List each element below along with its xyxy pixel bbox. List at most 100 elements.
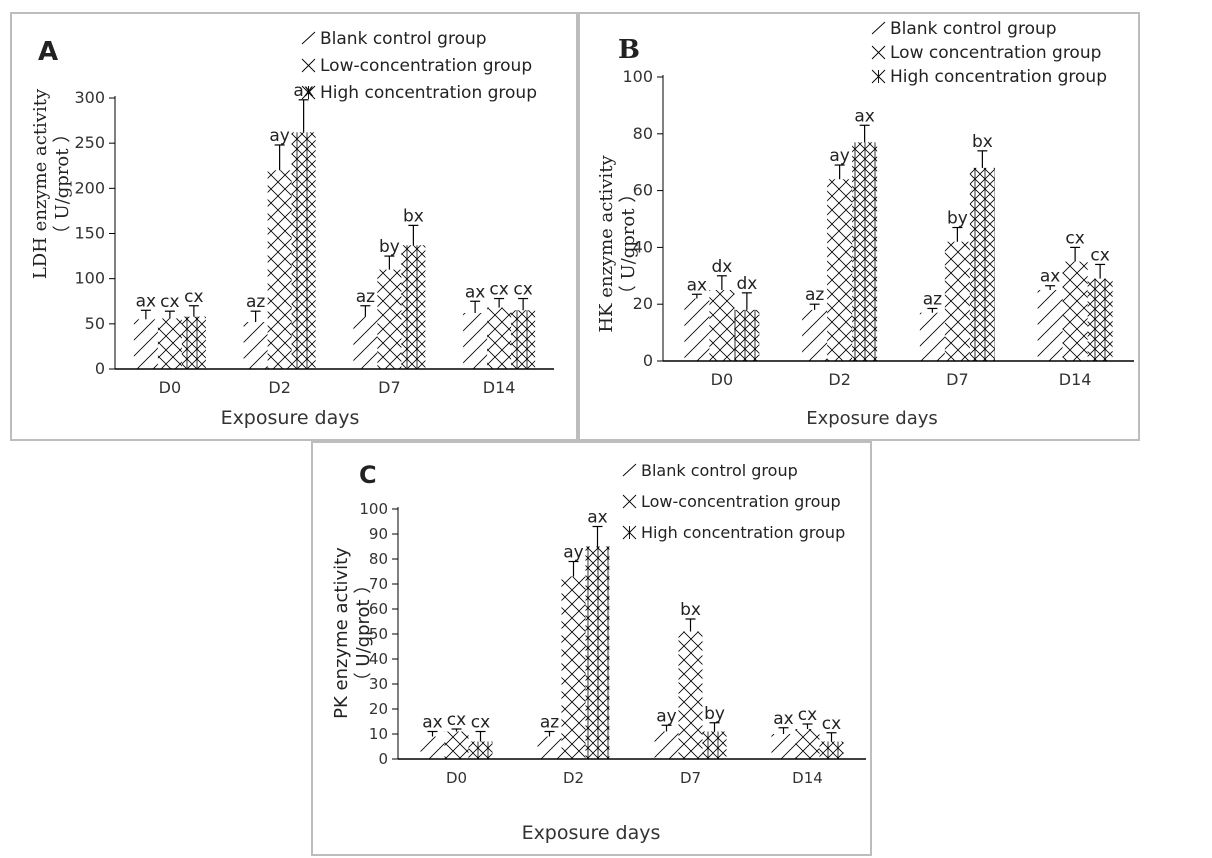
x-tick-label: D2 — [268, 378, 291, 397]
legend-swatch — [871, 69, 886, 84]
significance-label: dx — [736, 274, 757, 294]
x-axis-title: Exposure days — [221, 407, 360, 429]
significance-label: ax — [773, 709, 793, 729]
bar — [537, 736, 562, 759]
significance-label: cx — [1090, 245, 1109, 265]
legend-label: Low-concentration group — [320, 56, 532, 76]
y-tick-label: 0 — [95, 359, 105, 378]
y-tick-label: 50 — [369, 625, 388, 643]
y-tick-label: 40 — [633, 237, 653, 256]
x-axis-title: Exposure days — [522, 822, 661, 844]
legend-label: High concentration group — [890, 67, 1107, 87]
significance-label: cx — [513, 280, 532, 300]
bar — [444, 731, 469, 759]
significance-label: az — [246, 292, 265, 312]
significance-label: cx — [160, 292, 179, 312]
significance-label: az — [805, 285, 824, 305]
bar — [1037, 290, 1063, 361]
bar — [561, 576, 586, 759]
significance-label: cx — [822, 714, 841, 734]
panel-letter: A — [38, 37, 58, 67]
bar — [133, 319, 158, 369]
bar — [243, 322, 268, 369]
x-tick-label: D7 — [378, 378, 401, 397]
significance-label: cx — [798, 705, 817, 725]
legend-label: Blank control group — [641, 461, 798, 480]
significance-label: by — [704, 704, 725, 724]
significance-label: cx — [1065, 228, 1084, 248]
y-axis-unit: （ U/gprot ） — [353, 576, 374, 691]
legend-label: High concentration group — [320, 83, 537, 103]
bar — [852, 142, 878, 361]
significance-label: ay — [563, 543, 583, 563]
bar — [511, 310, 536, 369]
significance-label: by — [379, 237, 400, 257]
x-axis-title: Exposure days — [806, 408, 938, 429]
y-tick-label: 150 — [74, 224, 105, 243]
y-tick-label: 100 — [359, 500, 388, 518]
bar — [468, 741, 493, 759]
chart-panel-c: C 0 10 20 30 40 50 60 70 80 90 100 D0 ax cx cx D2 az ay ax D… — [311, 441, 872, 856]
y-tick-label: 70 — [369, 575, 388, 593]
x-tick-label: D0 — [711, 370, 734, 389]
significance-label: az — [540, 713, 559, 733]
significance-label: cx — [447, 710, 466, 730]
y-tick-label: 40 — [369, 650, 388, 668]
significance-label: ax — [687, 275, 707, 295]
y-tick-label: 100 — [622, 67, 653, 86]
bar — [585, 546, 610, 759]
bar — [291, 132, 316, 369]
significance-label: ay — [829, 146, 849, 166]
chart-b-svg: B020406080100D0axdxdxD2azayaxD7azbybxD14… — [596, 19, 1134, 429]
significance-label: ax — [854, 106, 874, 126]
chart-panel-b: B 0 20 40 60 80 100 D0 ax dx dx D2 az ay ax D7 az by bx D14… — [578, 12, 1140, 441]
significance-label: cx — [184, 287, 203, 307]
x-tick-label: D14 — [1059, 370, 1092, 389]
x-tick-label: D2 — [563, 769, 584, 787]
chart-panel-a: A 0 50 100 150 200 250 300 D0 ax cx cx D2 az ay ax D7 az b… — [10, 12, 578, 441]
bar — [771, 734, 796, 759]
bar — [678, 631, 703, 759]
bar — [709, 290, 735, 361]
x-tick-label: D0 — [159, 378, 182, 397]
significance-label: ay — [656, 706, 676, 726]
bar — [420, 736, 445, 759]
bar — [401, 245, 426, 369]
significance-label: cx — [471, 713, 490, 733]
legend-label: High concentration group — [641, 523, 845, 542]
legend-label: Blank control group — [320, 29, 487, 49]
bar — [463, 312, 488, 369]
x-tick-label: D14 — [483, 378, 516, 397]
y-tick-label: 250 — [74, 133, 105, 152]
y-tick-label: 80 — [369, 550, 388, 568]
bar — [969, 167, 995, 361]
significance-label: az — [356, 287, 375, 307]
significance-label: ax — [422, 713, 442, 733]
bar — [734, 309, 760, 361]
y-tick-label: 100 — [74, 269, 105, 288]
bar — [267, 170, 292, 369]
significance-label: bx — [972, 132, 993, 152]
x-tick-label: D14 — [792, 769, 823, 787]
y-tick-label: 0 — [643, 351, 653, 370]
legend-swatch — [871, 45, 886, 60]
significance-label: ax — [587, 508, 607, 528]
y-tick-label: 50 — [85, 314, 105, 333]
bar — [919, 312, 945, 361]
bar — [181, 316, 206, 369]
significance-label: ax — [136, 291, 156, 311]
significance-label: ay — [269, 126, 289, 146]
significance-label: cx — [489, 280, 508, 300]
legend-swatch — [622, 525, 637, 540]
panel-letter: C — [359, 461, 377, 489]
legend-swatch — [301, 58, 316, 73]
bar — [684, 298, 710, 361]
y-tick-label: 0 — [378, 750, 388, 768]
y-axis-unit: （ U/gprot ） — [52, 125, 73, 243]
y-axis-title: PK enzyme activity — [331, 547, 352, 719]
bar — [654, 731, 679, 759]
y-tick-label: 60 — [369, 600, 388, 618]
bar — [827, 179, 853, 361]
